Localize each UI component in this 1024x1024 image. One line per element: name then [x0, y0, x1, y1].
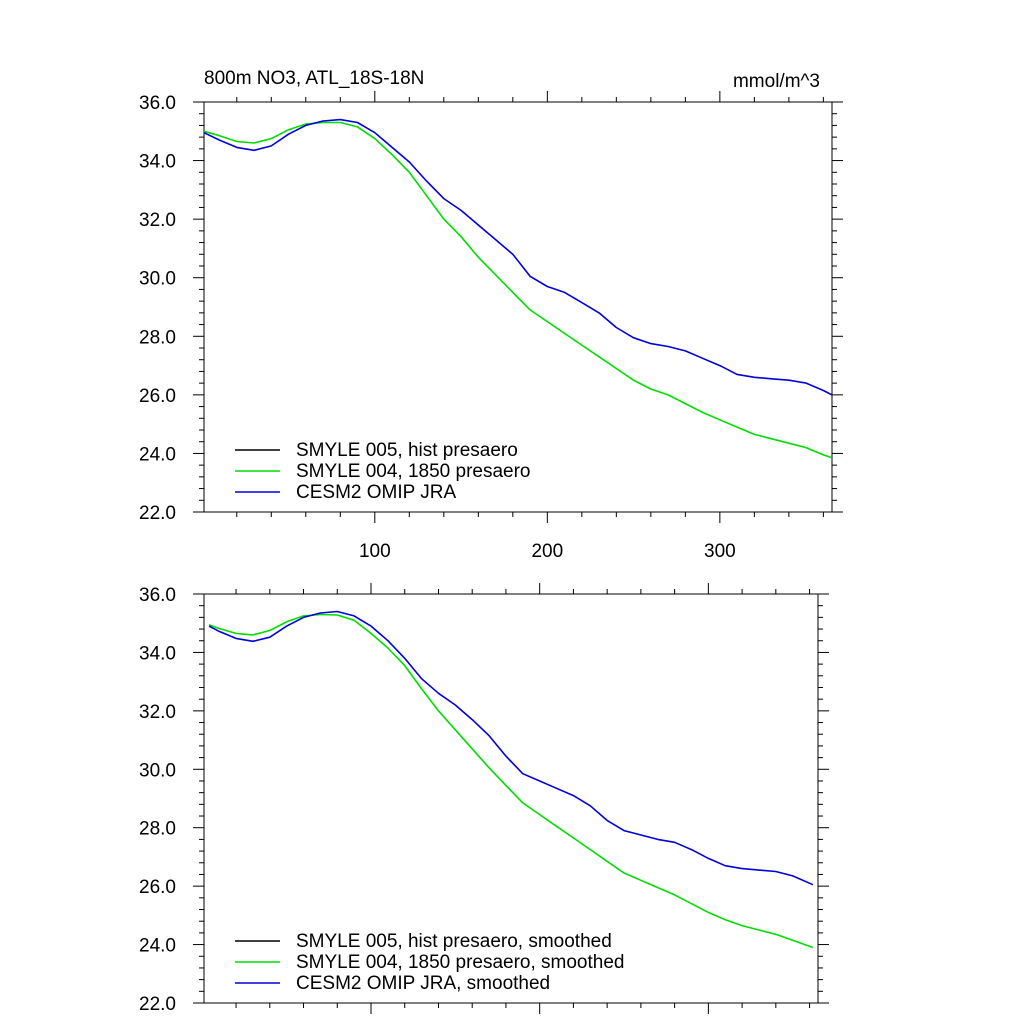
- legend-label-3: CESM2 OMIP JRA: [296, 482, 456, 503]
- y-tick-label: 32.0: [139, 702, 176, 723]
- y-tick-label: 32.0: [139, 210, 176, 231]
- legend-label-1: SMYLE 005, hist presaero, smoothed: [296, 931, 612, 952]
- legend-label-2: SMYLE 004, 1850 presaero, smoothed: [296, 952, 624, 973]
- y-tick-label: 34.0: [139, 152, 176, 173]
- top-panel-marks: 22.0 24.0 26.0 28.0 30.0 32.0 34.0 36.0 100 200 30…: [139, 91, 843, 562]
- y-tick-label: 22.0: [139, 994, 176, 1015]
- y-tick-label: 36.0: [139, 93, 176, 114]
- series-line-3: [203, 118, 833, 396]
- top-panel: 800m NO3, ATL_18S-18N mmol/m^3 22.024.02…: [139, 68, 843, 562]
- legend-label-2: SMYLE 004, 1850 presaero: [296, 461, 531, 482]
- legend-label-3: CESM2 OMIP JRA, smoothed: [296, 973, 550, 994]
- y-tick-label: 24.0: [139, 936, 176, 957]
- bottom-panel-marks: 22.0 24.0 26.0 28.0 30.0 32.0 34.0 36.0 SMYLE 00…: [139, 583, 829, 1015]
- x-tick-label: 100: [359, 541, 391, 562]
- series-line-3: [208, 610, 814, 886]
- plot-frame: [203, 101, 833, 513]
- y-tick-label: 30.0: [139, 760, 176, 781]
- series-line-2: [203, 121, 833, 459]
- bottom-panel: 22.0 24.0 26.0 28.0 30.0 32.0 34.0 36.0 SMYLE 00…: [139, 583, 829, 1015]
- x-tick-label: 200: [531, 541, 563, 562]
- plot-frame: [203, 593, 819, 1004]
- series-line-2: [208, 613, 814, 949]
- y-tick-label: 30.0: [139, 269, 176, 290]
- y-tick-label: 26.0: [139, 877, 176, 898]
- x-tick-label: 300: [704, 541, 736, 562]
- y-tick-label: 26.0: [139, 386, 176, 407]
- chart-title: 800m NO3, ATL_18S-18N: [204, 68, 424, 89]
- y-tick-label: 28.0: [139, 327, 176, 348]
- y-tick-label: 34.0: [139, 643, 176, 664]
- y-tick-label: 24.0: [139, 444, 176, 465]
- y-tick-label: 36.0: [139, 585, 176, 606]
- y-tick-label: 28.0: [139, 819, 176, 840]
- units-label: mmol/m^3: [733, 71, 820, 92]
- legend-label-1: SMYLE 005, hist presaero: [296, 440, 518, 461]
- y-tick-label: 22.0: [139, 503, 176, 524]
